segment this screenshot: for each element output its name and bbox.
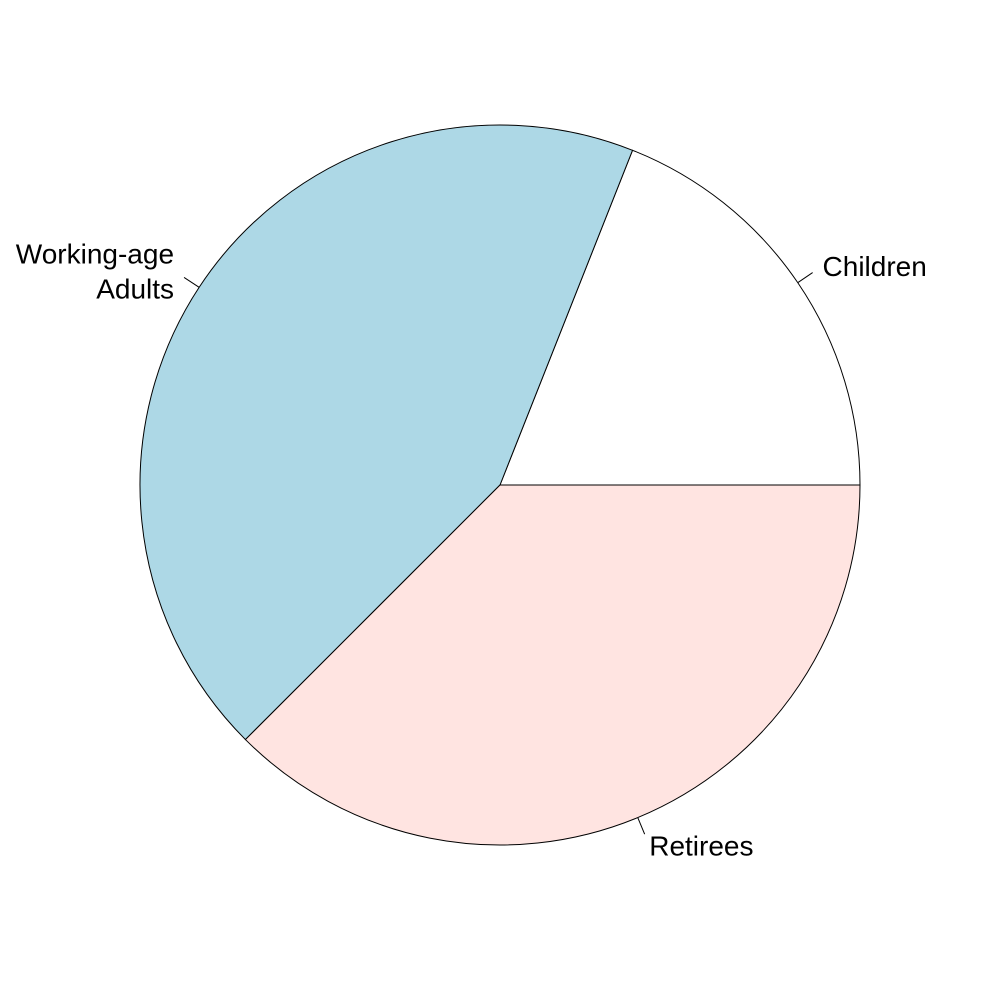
leader-line-children — [797, 272, 813, 284]
slice-working-age-adults — [139, 124, 634, 741]
leader-line-retirees — [637, 817, 646, 835]
pie-leader-lines — [183, 272, 813, 835]
pie-labels: Children Working-age Adults Retirees — [16, 238, 927, 861]
pie-slices — [139, 124, 861, 846]
leader-line-working-age-adults — [183, 277, 200, 288]
slice-label-children: Children — [823, 251, 927, 282]
slice-label-working-age-adults: Working-age Adults — [16, 238, 174, 304]
slice-retirees — [244, 484, 861, 846]
slice-label-retirees: Retirees — [649, 830, 753, 861]
